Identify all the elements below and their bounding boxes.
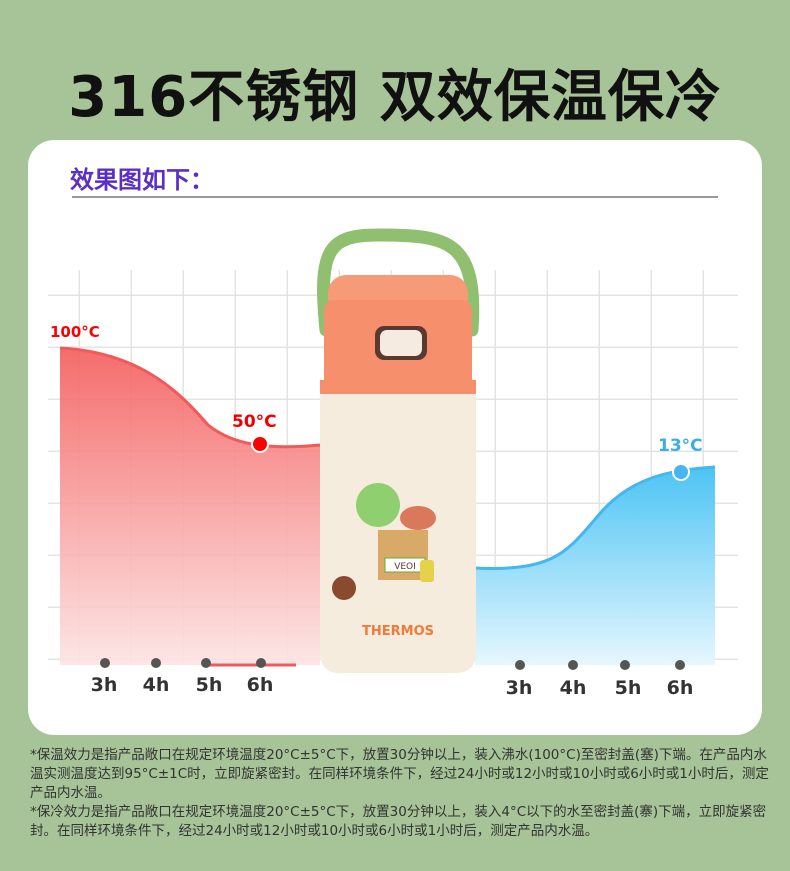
bottle-image: VEOI THERMOS (317, 228, 480, 673)
bottle-brand: THERMOS (362, 624, 434, 639)
hot-area (60, 348, 320, 665)
cold-tick: 5h (615, 677, 642, 699)
info-card: 效果图如下： 100°C 50°C 13°C 3h 4h 5h 6h 3h 4h (28, 140, 762, 735)
page-title: 316不锈钢 双效保温保冷 (68, 65, 722, 130)
cold-tick: 4h (560, 677, 587, 699)
hot-end-label: 50°C (232, 412, 277, 432)
footnotes: *保温效力是指产品敞口在规定环境温度20°C±5°C下，放置30分钟以上，装入沸… (30, 746, 770, 841)
cold-tick: 3h (506, 677, 533, 699)
footnote-hot: *保温效力是指产品敞口在规定环境温度20°C±5°C下，放置30分钟以上，装入沸… (30, 747, 769, 801)
hot-end-point (251, 435, 269, 453)
cold-end-label: 13°C (658, 436, 703, 456)
hot-tick: 6h (247, 674, 274, 696)
hot-tick: 3h (91, 674, 118, 696)
cold-tick: 6h (667, 677, 694, 699)
footnote-cold: *保冷效力是指产品敞口在规定环境温度20°C±5°C下，放置30分钟以上，装入4… (30, 804, 767, 839)
divider (72, 196, 718, 198)
subtitle: 效果图如下： (70, 166, 214, 194)
hot-tick: 4h (143, 674, 170, 696)
cold-end-point (672, 463, 690, 481)
hot-tick: 5h (196, 674, 223, 696)
hot-line (59, 346, 321, 449)
hot-start-label: 100°C (50, 323, 100, 341)
temperature-illustration: 100°C 50°C 13°C 3h 4h 5h 6h 3h 4h 5h 6h (48, 228, 738, 699)
cold-area (475, 467, 715, 665)
bottle-badge: VEOI (394, 562, 416, 572)
